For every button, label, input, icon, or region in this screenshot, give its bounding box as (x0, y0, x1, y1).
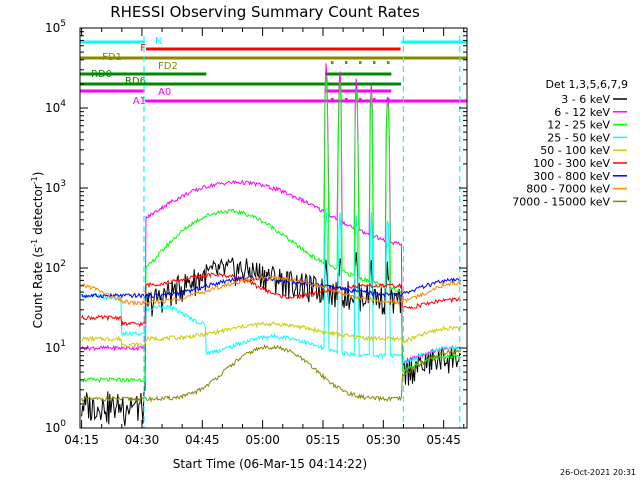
y-tick-exp: 2 (60, 259, 66, 269)
plot-frame (79, 27, 468, 429)
y-tick-base: 10 (45, 101, 60, 115)
y-tick-label: 105 (45, 19, 66, 35)
x-tick-label: 05:45 (426, 433, 461, 447)
legend-entry: 3 - 6 keV (561, 93, 610, 106)
legend-entry: 100 - 300 keV (533, 157, 610, 170)
flag-dot (386, 61, 390, 64)
x-tick-label: 05:00 (245, 433, 280, 447)
y-tick-exp: 3 (60, 179, 66, 189)
ylabel-sup2: -1 (30, 176, 39, 184)
series-line (81, 344, 462, 403)
legend-entry: 800 - 7000 keV (526, 183, 610, 196)
series-line (81, 321, 462, 349)
flag-dot (330, 61, 334, 64)
legend-entry: 50 - 100 keV (540, 144, 610, 157)
flag-dot (358, 61, 362, 64)
series-line (81, 275, 462, 307)
ylabel-sup1: -1 (30, 239, 39, 247)
y-tick-base: 10 (45, 421, 60, 435)
x-tick-label: 04:45 (185, 433, 220, 447)
y-tick-base: 10 (45, 21, 60, 35)
flag-label: FD1 (102, 52, 122, 63)
y-tick-label: 103 (45, 179, 66, 195)
y-tick-label: 100 (45, 419, 66, 435)
legend-entry: 7000 - 15000 keV (512, 195, 610, 208)
y-tick-exp: 4 (60, 99, 66, 109)
legend-entry: 300 - 800 keV (533, 170, 610, 183)
x-axis-label: Start Time (06-Mar-15 04:14:22) (173, 457, 367, 471)
x-tick-label: 04:15 (64, 433, 99, 447)
x-tick-label: 05:15 (306, 433, 341, 447)
ylabel-end: ) (31, 172, 45, 177)
legend-title: Det 1,3,5,6,7,9 (545, 78, 628, 91)
y-tick-base: 10 (45, 181, 60, 195)
y-tick-base: 10 (45, 341, 60, 355)
vertical-markers (143, 36, 461, 428)
legend-entry: 12 - 25 keV (547, 119, 610, 132)
y-tick-exp: 0 (60, 419, 66, 429)
x-tick-label: 05:30 (366, 433, 401, 447)
flag-dot (372, 61, 376, 64)
flag-label: RD0 (91, 69, 112, 80)
x-axis: 04:15 04:30 04:45 05:00 05:15 05:30 05:45 (64, 28, 465, 447)
series-line (81, 208, 462, 366)
legend-entry: 25 - 50 keV (547, 131, 610, 144)
series-line (81, 272, 462, 328)
y-tick-label: 104 (45, 99, 66, 115)
flag-label: RD6 (125, 76, 146, 87)
flag-label: FD2 (158, 61, 178, 72)
y-tick-label: 101 (45, 339, 66, 355)
flag-label: A0 (158, 87, 171, 98)
y-tick-base: 10 (45, 261, 60, 275)
y-tick-exp: 5 (60, 19, 66, 29)
flag-label: F (140, 43, 146, 54)
ylabel-mid: detector (31, 184, 45, 239)
flag-bars: NF FD1 FD2 RD0 RD6 A0 A1 (80, 36, 467, 107)
series-line (81, 75, 462, 384)
ylabel-main: Count Rate (s (31, 247, 45, 329)
chart-title: RHESSI Observing Summary Count Rates (110, 3, 420, 21)
y-tick-exp: 1 (60, 339, 66, 349)
timestamp: 26-Oct-2021 20:31 (560, 468, 636, 477)
flag-label: A1 (133, 96, 146, 107)
series-layer (81, 63, 462, 427)
y-tick-label: 102 (45, 259, 66, 275)
y-axis-label: Count Rate (s-1 detector-1) (30, 172, 45, 329)
flag-dot (344, 61, 348, 64)
flag-label: N (155, 36, 162, 47)
legend-entry: 6 - 12 keV (554, 106, 610, 119)
x-tick-label: 04:30 (125, 433, 160, 447)
